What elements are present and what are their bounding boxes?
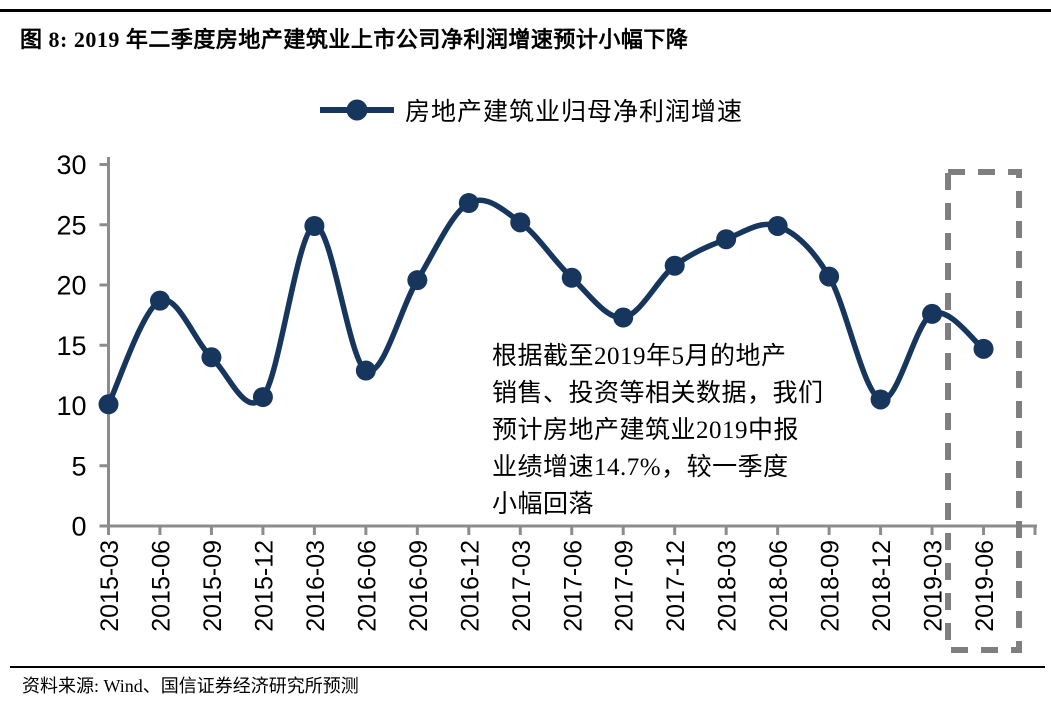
data-point-marker: [98, 394, 119, 415]
annotation-callout: 根据截至2019年5月的地产 销售、投资等相关数据，我们 预计房地产建筑业201…: [492, 338, 902, 523]
y-tick-label: 10: [56, 391, 86, 421]
x-tick-label: 2018-12: [868, 540, 896, 632]
annotation-line: 预计房地产建筑业2019中报: [492, 417, 800, 444]
y-tick-label: 0: [71, 512, 86, 542]
data-point-marker: [252, 387, 273, 408]
data-point-marker: [201, 347, 222, 368]
x-tick-label: 2017-09: [611, 540, 639, 632]
x-tick-label: 2015-03: [96, 540, 124, 632]
x-tick-label: 2016-09: [405, 540, 433, 632]
data-point-marker: [561, 267, 582, 288]
y-tick-label: 20: [56, 271, 86, 301]
annotation-line: 业绩增速14.7%，较一季度: [492, 454, 789, 481]
data-point-marker: [458, 193, 479, 214]
x-tick-label: 2018-09: [817, 540, 845, 632]
annotation-line: 小幅回落: [492, 491, 595, 518]
x-tick-label: 2015-09: [199, 540, 227, 632]
x-tick-label: 2015-12: [250, 540, 278, 632]
data-point-marker: [870, 389, 891, 410]
y-tick-label: 30: [56, 150, 86, 180]
annotation-line: 根据截至2019年5月的地产: [492, 343, 787, 370]
data-point-marker: [510, 212, 531, 233]
x-tick-label: 2016-03: [302, 540, 330, 632]
top-divider: [0, 9, 1051, 12]
x-tick-label: 2015-06: [147, 540, 175, 632]
y-tick-label: 5: [71, 451, 86, 481]
data-point-marker: [613, 307, 634, 328]
y-tick-label: 25: [56, 210, 86, 240]
x-tick-label: 2019-06: [971, 540, 999, 632]
data-point-marker: [355, 360, 376, 381]
data-point-marker: [304, 215, 325, 236]
source-note: 资料来源: Wind、国信证券经济研究所预测: [22, 676, 359, 696]
data-point-marker: [973, 338, 994, 359]
figure-title: 图 8: 2019 年二季度房地产建筑业上市公司净利润增速预计小幅下降: [20, 27, 689, 52]
data-point-marker: [407, 270, 428, 291]
legend-label: 房地产建筑业归母净利润增速: [405, 99, 744, 126]
data-point-marker: [819, 266, 840, 287]
bottom-divider: [10, 666, 1045, 668]
data-point-marker: [664, 255, 685, 276]
data-point-marker: [149, 290, 170, 311]
x-tick-label: 2017-03: [508, 540, 536, 632]
x-tick-label: 2018-06: [765, 540, 793, 632]
y-tick-label: 15: [56, 331, 86, 361]
x-tick-label: 2017-06: [559, 540, 587, 632]
data-point-marker: [922, 303, 943, 324]
highlight-box: [945, 169, 1023, 653]
x-tick-label: 2018-03: [714, 540, 742, 632]
x-tick-label: 2019-03: [920, 540, 948, 632]
x-tick-label: 2016-12: [456, 540, 484, 632]
x-tick-label: 2017-12: [662, 540, 690, 632]
line-marker-icon: [320, 99, 394, 121]
legend: 房地产建筑业归母净利润增速: [318, 94, 743, 126]
annotation-line: 销售、投资等相关数据，我们: [492, 380, 824, 407]
data-point-marker: [716, 229, 737, 250]
data-point-marker: [767, 215, 788, 236]
x-tick-label: 2016-06: [353, 540, 381, 632]
